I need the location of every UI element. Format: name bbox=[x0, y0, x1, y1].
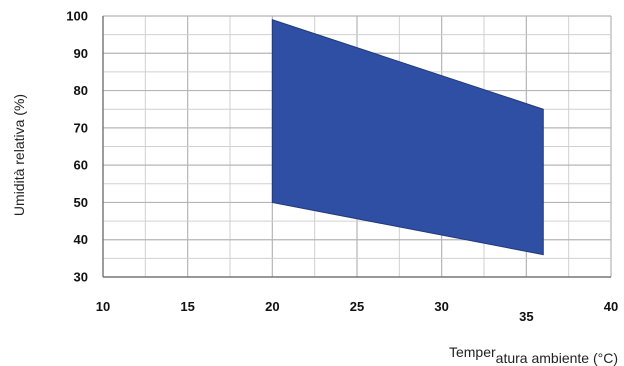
x-axis-label-subscript: atura ambiente (°C) bbox=[495, 350, 618, 366]
y-tick-label: 60 bbox=[74, 158, 88, 173]
x-tick-label: 35 bbox=[519, 309, 533, 324]
x-tick-label: 20 bbox=[265, 299, 279, 314]
x-tick-labels: 10 15 20 25 30 35 40 bbox=[96, 299, 618, 324]
x-axis-label: Temperatura ambiente (°C) bbox=[448, 344, 618, 366]
y-axis-label-container: Umidità relativa (%) bbox=[8, 20, 30, 290]
operating-region bbox=[271, 19, 544, 256]
x-tick-label: 25 bbox=[350, 299, 364, 314]
x-tick-label: 30 bbox=[434, 299, 448, 314]
x-tick-label: 15 bbox=[180, 299, 194, 314]
x-axis-label-main: Temper bbox=[448, 344, 496, 360]
y-tick-label: 100 bbox=[66, 9, 88, 24]
y-tick-label: 40 bbox=[74, 232, 88, 247]
y-tick-label: 90 bbox=[74, 46, 88, 61]
y-tick-label: 80 bbox=[74, 83, 88, 98]
y-tick-label: 50 bbox=[74, 195, 88, 210]
x-tick-label: 10 bbox=[96, 299, 110, 314]
y-tick-labels: 100 90 80 70 60 50 40 30 bbox=[66, 9, 88, 285]
y-tick-label: 30 bbox=[74, 270, 88, 285]
plot-frame bbox=[102, 16, 611, 278]
y-axis-label: Umidità relativa (%) bbox=[11, 93, 27, 217]
y-tick-label: 70 bbox=[74, 120, 88, 135]
x-tick-label: 40 bbox=[604, 299, 618, 314]
